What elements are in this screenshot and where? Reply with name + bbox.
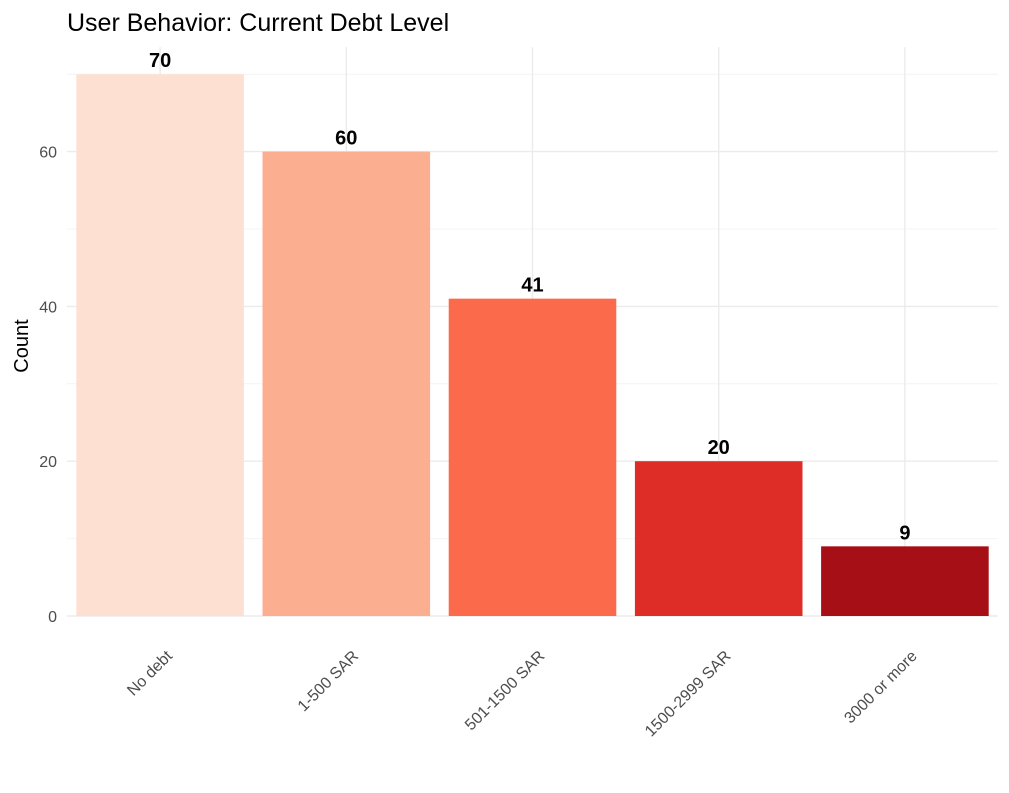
x-tick-label: 1500-2999 SAR: [642, 648, 735, 741]
x-tick-label: 501-1500 SAR: [462, 648, 548, 734]
y-tick-label: 0: [48, 609, 57, 626]
y-tick-label: 60: [39, 145, 57, 162]
data-label: 70: [149, 50, 171, 72]
y-axis-ticks: 0 20 40 60: [39, 145, 57, 626]
data-label: 41: [521, 275, 543, 297]
x-tick-label: 1-500 SAR: [295, 648, 362, 715]
data-label: 20: [708, 437, 730, 459]
y-tick-label: 40: [39, 299, 57, 316]
x-tick-label: No debt: [124, 647, 176, 699]
x-tick-label: 3000 or more: [841, 648, 920, 727]
bar: [821, 546, 989, 616]
bars: [76, 74, 989, 616]
bar: [262, 151, 431, 616]
data-label: 60: [335, 128, 357, 150]
y-tick-label: 20: [39, 454, 57, 471]
bar: [76, 74, 244, 616]
x-axis-ticks: No debt 1-500 SAR 501-1500 SAR 1500-2999 SA…: [124, 647, 921, 740]
y-axis-title: Count: [11, 319, 33, 373]
data-labels: 70 60 41 20 9: [149, 50, 910, 544]
data-label: 9: [899, 522, 910, 544]
bar: [448, 298, 617, 616]
bar: [634, 461, 803, 616]
chart-title: User Behavior: Current Debt Level: [67, 9, 449, 37]
